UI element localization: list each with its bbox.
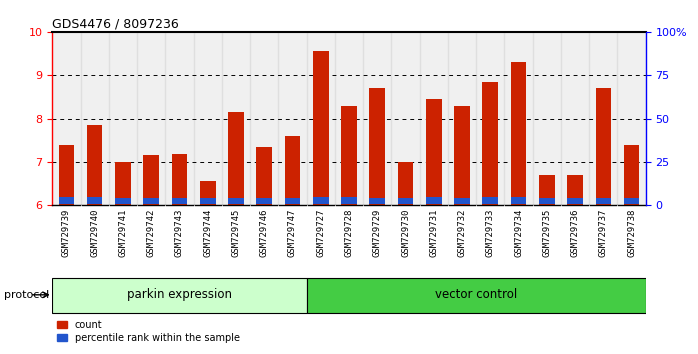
Bar <box>285 198 300 205</box>
Bar <box>392 32 419 205</box>
Bar <box>567 198 583 205</box>
Text: GSM729738: GSM729738 <box>627 209 636 257</box>
Bar <box>59 144 74 205</box>
Text: GSM729743: GSM729743 <box>175 209 184 257</box>
Bar <box>256 147 272 205</box>
Text: GSM729741: GSM729741 <box>119 209 128 257</box>
Text: protocol: protocol <box>3 290 49 300</box>
Bar <box>256 198 272 205</box>
Bar <box>313 197 329 205</box>
Text: GSM729736: GSM729736 <box>570 209 579 257</box>
Text: GDS4476 / 8097236: GDS4476 / 8097236 <box>52 18 179 31</box>
Bar <box>59 197 74 205</box>
Text: GSM729734: GSM729734 <box>514 209 523 257</box>
Bar <box>115 198 131 205</box>
Bar <box>172 198 187 205</box>
Bar <box>448 32 476 205</box>
Bar <box>279 32 306 205</box>
Bar <box>137 32 165 205</box>
Bar <box>426 99 442 205</box>
Bar <box>306 278 646 313</box>
Bar <box>476 32 505 205</box>
Bar <box>511 62 526 205</box>
Bar <box>369 198 385 205</box>
Bar <box>595 198 611 205</box>
Bar <box>285 136 300 205</box>
Bar <box>341 105 357 205</box>
Bar <box>80 32 109 205</box>
Text: GSM729728: GSM729728 <box>345 209 353 257</box>
Bar <box>539 175 554 205</box>
Bar <box>200 182 216 205</box>
Bar <box>398 198 413 205</box>
Bar <box>511 197 526 205</box>
Bar <box>363 32 392 205</box>
Bar <box>454 105 470 205</box>
Bar <box>369 88 385 205</box>
Bar <box>165 32 193 205</box>
Bar <box>306 32 335 205</box>
Text: GSM729745: GSM729745 <box>232 209 241 257</box>
Text: GSM729727: GSM729727 <box>316 209 325 257</box>
Bar <box>505 32 533 205</box>
Text: GSM729731: GSM729731 <box>429 209 438 257</box>
Bar <box>115 162 131 205</box>
Bar <box>533 32 561 205</box>
Bar <box>618 32 646 205</box>
Bar <box>87 197 103 205</box>
Text: GSM729732: GSM729732 <box>457 209 466 257</box>
Bar <box>200 198 216 205</box>
Text: GSM729733: GSM729733 <box>486 209 495 257</box>
Bar <box>193 32 222 205</box>
Text: vector control: vector control <box>435 288 517 301</box>
Bar <box>398 162 413 205</box>
Bar <box>172 154 187 205</box>
Text: GSM729740: GSM729740 <box>90 209 99 257</box>
Text: GSM729735: GSM729735 <box>542 209 551 257</box>
Bar <box>624 144 639 205</box>
Legend: count, percentile rank within the sample: count, percentile rank within the sample <box>57 320 239 343</box>
Bar <box>482 82 498 205</box>
Bar <box>539 198 554 205</box>
Text: GSM729747: GSM729747 <box>288 209 297 257</box>
Text: GSM729730: GSM729730 <box>401 209 410 257</box>
Bar <box>222 32 250 205</box>
Text: GSM729742: GSM729742 <box>147 209 156 257</box>
Bar <box>52 278 306 313</box>
Text: GSM729729: GSM729729 <box>373 209 382 257</box>
Bar <box>567 175 583 205</box>
Bar <box>87 125 103 205</box>
Bar <box>561 32 589 205</box>
Bar <box>313 51 329 205</box>
Bar <box>228 112 244 205</box>
Bar <box>482 197 498 205</box>
Bar <box>228 198 244 205</box>
Bar <box>419 32 448 205</box>
Bar <box>250 32 279 205</box>
Text: GSM729744: GSM729744 <box>203 209 212 257</box>
Text: GSM729739: GSM729739 <box>62 209 71 257</box>
Text: GSM729737: GSM729737 <box>599 209 608 257</box>
Text: GSM729746: GSM729746 <box>260 209 269 257</box>
Bar <box>454 198 470 205</box>
Bar <box>335 32 363 205</box>
Bar <box>109 32 137 205</box>
Bar <box>589 32 618 205</box>
Bar <box>341 197 357 205</box>
Bar <box>144 155 159 205</box>
Bar <box>595 88 611 205</box>
Bar <box>52 32 80 205</box>
Text: parkin expression: parkin expression <box>127 288 232 301</box>
Bar <box>144 198 159 205</box>
Bar <box>426 197 442 205</box>
Bar <box>624 198 639 205</box>
